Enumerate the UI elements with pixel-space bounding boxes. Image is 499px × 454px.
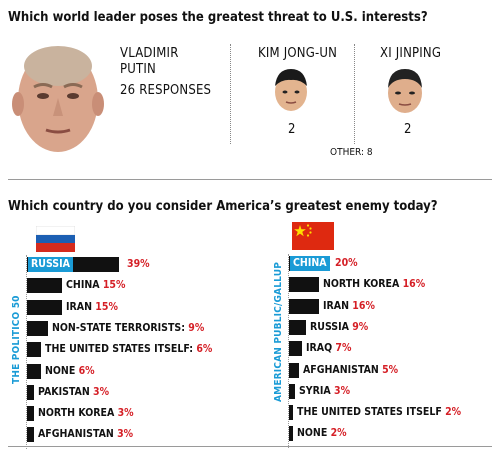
- politico-axis: [26, 255, 27, 449]
- politico-value-5: 6%: [78, 364, 95, 377]
- china-flag-icon: [292, 222, 334, 250]
- section-divider: [8, 179, 492, 180]
- gallup-label-3: RUSSIA 9%: [310, 320, 368, 335]
- politico-category-8: AFGHANISTAN: [38, 428, 118, 441]
- gallup-label-4: IRAQ 7%: [306, 341, 351, 356]
- other-responses: OTHER: 8: [330, 147, 373, 158]
- xi-portrait-icon: [388, 69, 422, 113]
- politico-label-0: RUSSIA 39%: [31, 257, 150, 272]
- politico-label-8: AFGHANISTAN 3%: [38, 427, 133, 442]
- gallup-value-7: 2%: [445, 406, 462, 419]
- gallup-bar-3: [289, 319, 306, 335]
- american-public-label: AMERICAN PUBLIC/GALLUP: [273, 261, 284, 402]
- gallup-value-0: 20%: [335, 257, 358, 269]
- politico-bar-7: [27, 406, 34, 422]
- leader-xi-name: XI JINPING: [380, 46, 442, 61]
- gallup-value-2: 16%: [352, 299, 375, 312]
- politico-category-4: THE UNITED STATES ITSELF:: [45, 343, 197, 356]
- politico-50-label: THE POLITICO 50: [11, 295, 22, 384]
- gallup-bar-5: [289, 362, 299, 378]
- gallup-category-7: THE UNITED STATES ITSELF: [297, 406, 446, 419]
- politico-bar-8: [27, 427, 34, 443]
- leader-divider-2: [354, 44, 355, 144]
- politico-category-3: NON-STATE TERRORISTS:: [52, 321, 189, 334]
- politico-bar-1: [27, 278, 62, 294]
- politico-label-6: PAKISTAN 3%: [38, 385, 109, 400]
- politico-category-7: NORTH KOREA: [38, 407, 118, 420]
- politico-category-0: RUSSIA: [31, 258, 70, 270]
- gallup-bar-8: [289, 426, 293, 442]
- russia-flag-icon: [36, 226, 75, 252]
- politico-value-2: 15%: [95, 300, 118, 313]
- gallup-bar-4: [289, 341, 302, 357]
- gallup-value-3: 9%: [352, 320, 369, 333]
- politico-label-1: CHINA 15%: [66, 278, 125, 293]
- politico-value-8: 3%: [117, 428, 134, 441]
- leader-putin-name-line1: VLADIMIR: [120, 46, 179, 61]
- politico-value-1: 15%: [102, 279, 126, 292]
- gallup-category-2: IRAN: [323, 299, 353, 312]
- kim-portrait-icon: [275, 69, 307, 111]
- politico-label-7: NORTH KOREA 3%: [38, 406, 134, 421]
- gallup-value-8: 2%: [330, 427, 347, 440]
- gallup-bar-1: [289, 277, 319, 293]
- politico-label-5: NONE 6%: [45, 364, 95, 379]
- politico-value-0: 39%: [127, 258, 150, 270]
- gallup-bar-2: [289, 298, 319, 314]
- gallup-category-5: AFGHANISTAN: [303, 363, 383, 376]
- gallup-category-0: CHINA: [293, 257, 327, 269]
- gallup-label-6: SYRIA 3%: [299, 384, 350, 399]
- gallup-category-8: NONE: [297, 427, 331, 440]
- leader-putin-name-line2: PUTIN: [120, 62, 156, 77]
- gallup-label-0: CHINA 20%: [293, 256, 358, 271]
- politico-bar-2: [27, 299, 62, 315]
- leader-xi-count: 2: [404, 122, 412, 137]
- politico-highlight: [28, 257, 73, 272]
- politico-category-2: IRAN: [66, 300, 96, 313]
- gallup-label-1: NORTH KOREA 16%: [323, 277, 425, 292]
- gallup-category-6: SYRIA: [299, 384, 335, 397]
- gallup-highlight: [290, 256, 330, 271]
- gallup-value-6: 3%: [334, 384, 351, 397]
- politico-category-6: PAKISTAN: [38, 385, 94, 398]
- politico-category-1: CHINA: [66, 279, 103, 292]
- politico-value-3: 9%: [188, 321, 205, 334]
- politico-label-4: THE UNITED STATES ITSELF: 6%: [45, 342, 212, 357]
- politico-label-2: IRAN 15%: [66, 300, 118, 315]
- gallup-bar-7: [289, 405, 293, 421]
- gallup-category-4: IRAQ: [306, 342, 336, 355]
- politico-bar-5: [27, 363, 41, 379]
- gallup-value-5: 5%: [382, 363, 399, 376]
- politico-value-6: 3%: [93, 385, 110, 398]
- gallup-category-3: RUSSIA: [310, 320, 353, 333]
- question-1-title: Which world leader poses the greatest th…: [8, 10, 428, 25]
- politico-bar-6: [27, 384, 34, 400]
- gallup-axis: [288, 254, 289, 448]
- gallup-label-5: AFGHANISTAN 5%: [303, 363, 398, 378]
- question-2-title: Which country do you consider America’s …: [8, 199, 438, 214]
- putin-portrait-icon: [12, 46, 104, 152]
- politico-bar-4: [27, 342, 41, 358]
- leader-kim-count: 2: [288, 122, 296, 137]
- bottom-rule: [8, 446, 492, 447]
- politico-category-5: NONE: [45, 364, 79, 377]
- gallup-label-2: IRAN 16%: [323, 299, 375, 314]
- gallup-label-8: NONE 2%: [297, 426, 347, 441]
- gallup-label-7: THE UNITED STATES ITSELF 2%: [297, 405, 461, 420]
- gallup-bar-6: [289, 383, 295, 399]
- gallup-value-1: 16%: [402, 278, 426, 291]
- politico-value-7: 3%: [117, 407, 134, 420]
- politico-value-4: 6%: [196, 343, 213, 356]
- politico-bar-3: [27, 320, 48, 336]
- leader-divider-1: [230, 44, 231, 144]
- gallup-category-1: NORTH KOREA: [323, 278, 403, 291]
- politico-label-3: NON-STATE TERRORISTS: 9%: [52, 321, 204, 336]
- leader-kim-name: KIM JONG-UN: [258, 46, 338, 61]
- gallup-value-4: 7%: [335, 342, 352, 355]
- leader-putin-count: 26 RESPONSES: [120, 83, 212, 98]
